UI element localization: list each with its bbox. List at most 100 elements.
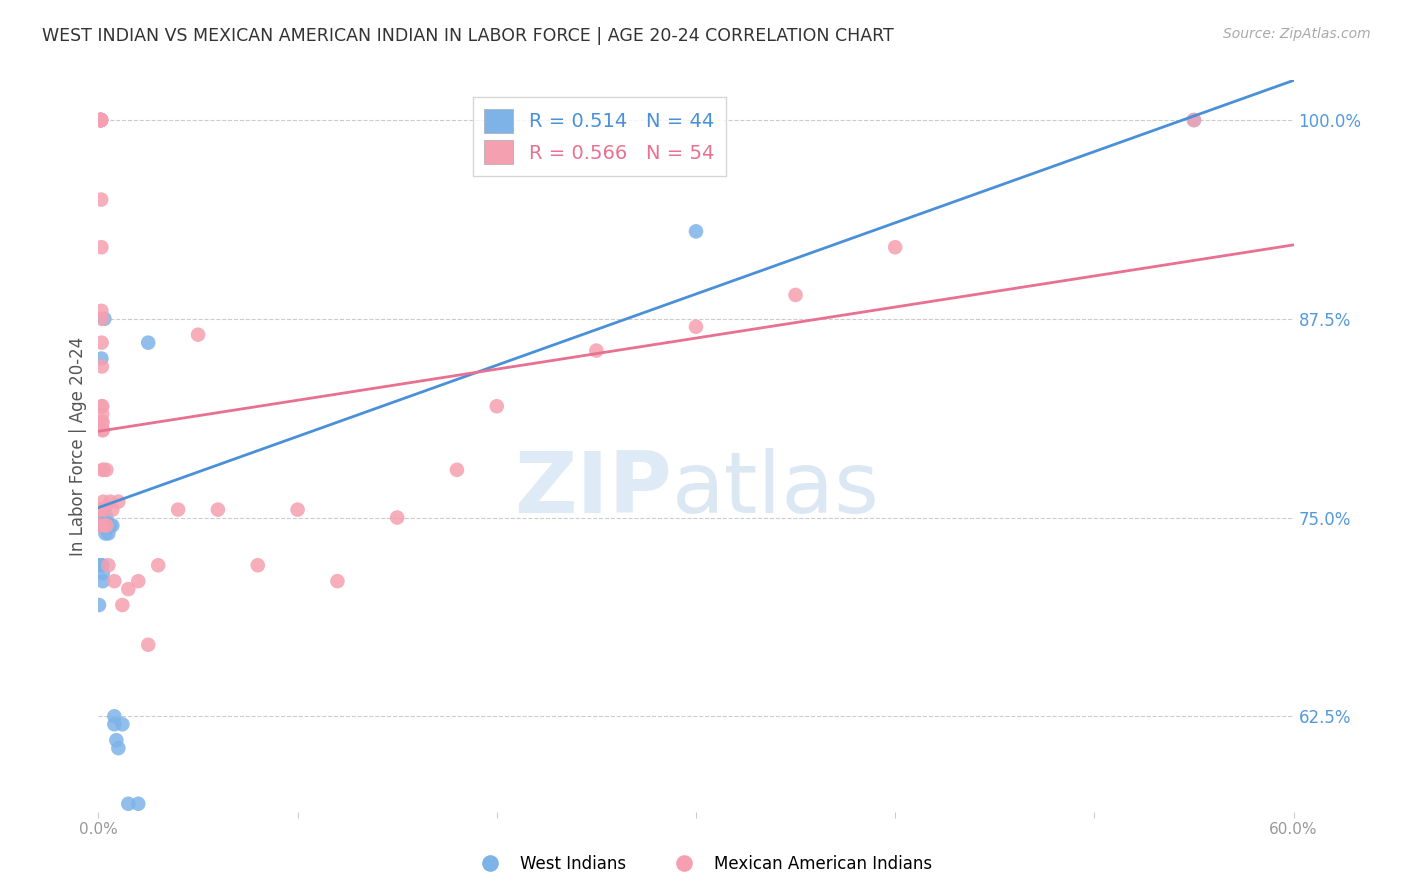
Point: [91, 502, 114, 516]
Point: [91, 502, 114, 516]
Text: ZIP: ZIP: [515, 449, 672, 532]
Point: [97, 558, 120, 573]
Point: [91, 574, 114, 589]
Point: [87, 558, 110, 573]
Point: [89, 113, 111, 128]
Point: [207, 502, 229, 516]
Point: [90, 303, 112, 318]
Point: [187, 327, 209, 342]
Point: [91, 463, 114, 477]
Point: [136, 335, 159, 350]
Point: [91, 415, 114, 429]
Point: [93, 510, 115, 524]
Point: [91, 415, 114, 429]
Point: [105, 733, 128, 747]
Point: [90, 335, 112, 350]
Point: [90, 558, 112, 573]
Text: atlas: atlas: [672, 449, 880, 532]
Point: [148, 558, 170, 573]
Point: [89, 113, 111, 128]
Point: [93, 502, 115, 516]
Point: [91, 423, 114, 437]
Point: [101, 502, 124, 516]
Point: [93, 463, 115, 477]
Point: [685, 224, 707, 238]
Point: [89, 113, 111, 128]
Point: [485, 399, 508, 413]
Point: [90, 113, 112, 128]
Point: [91, 423, 114, 437]
Point: [127, 797, 149, 811]
Legend: R = 0.514   N = 44, R = 0.566   N = 54: R = 0.514 N = 44, R = 0.566 N = 54: [472, 97, 725, 176]
Point: [90, 113, 112, 128]
Point: [89, 113, 111, 128]
Point: [91, 510, 114, 524]
Point: [91, 510, 114, 524]
Point: [103, 574, 125, 589]
Point: [90, 113, 112, 128]
Point: [98, 494, 122, 508]
Point: [90, 311, 112, 326]
Point: [1182, 113, 1205, 128]
Point: [93, 510, 115, 524]
Point: [91, 558, 114, 573]
Point: [107, 741, 129, 756]
Point: [90, 113, 112, 128]
Point: [96, 518, 118, 533]
Point: [101, 518, 124, 533]
Point: [93, 311, 115, 326]
Point: [446, 463, 468, 477]
Point: [91, 407, 114, 421]
Point: [90, 510, 112, 524]
Point: [91, 518, 114, 533]
Point: [585, 343, 607, 358]
Point: [90, 113, 112, 128]
Legend: West Indians, Mexican American Indians: West Indians, Mexican American Indians: [467, 848, 939, 880]
Point: [1182, 113, 1205, 128]
Point: [91, 399, 114, 413]
Point: [89, 502, 111, 516]
Point: [127, 574, 149, 589]
Point: [785, 288, 807, 302]
Point: [93, 502, 115, 516]
Point: [94, 526, 117, 541]
Point: [96, 510, 118, 524]
Point: [87, 502, 110, 516]
Point: [90, 502, 112, 516]
Point: [93, 518, 115, 533]
Point: [136, 638, 159, 652]
Y-axis label: In Labor Force | Age 20-24: In Labor Force | Age 20-24: [69, 336, 87, 556]
Point: [90, 351, 112, 366]
Point: [96, 518, 118, 533]
Point: [287, 502, 309, 516]
Point: [385, 510, 409, 524]
Point: [90, 113, 112, 128]
Point: [103, 709, 125, 723]
Point: [117, 582, 139, 596]
Point: [90, 359, 112, 374]
Point: [97, 518, 120, 533]
Point: [107, 494, 129, 508]
Point: [90, 113, 112, 128]
Text: Source: ZipAtlas.com: Source: ZipAtlas.com: [1223, 27, 1371, 41]
Point: [96, 463, 118, 477]
Point: [91, 502, 114, 516]
Point: [97, 526, 120, 541]
Point: [90, 240, 112, 254]
Point: [93, 494, 115, 508]
Point: [111, 598, 134, 612]
Point: [167, 502, 190, 516]
Point: [91, 518, 114, 533]
Point: [87, 502, 110, 516]
Point: [103, 717, 125, 731]
Point: [91, 566, 114, 581]
Point: [117, 797, 139, 811]
Point: [326, 574, 349, 589]
Point: [87, 598, 110, 612]
Point: [111, 717, 134, 731]
Point: [89, 518, 111, 533]
Text: WEST INDIAN VS MEXICAN AMERICAN INDIAN IN LABOR FORCE | AGE 20-24 CORRELATION CH: WEST INDIAN VS MEXICAN AMERICAN INDIAN I…: [42, 27, 894, 45]
Point: [884, 240, 907, 254]
Point: [246, 558, 269, 573]
Point: [91, 399, 114, 413]
